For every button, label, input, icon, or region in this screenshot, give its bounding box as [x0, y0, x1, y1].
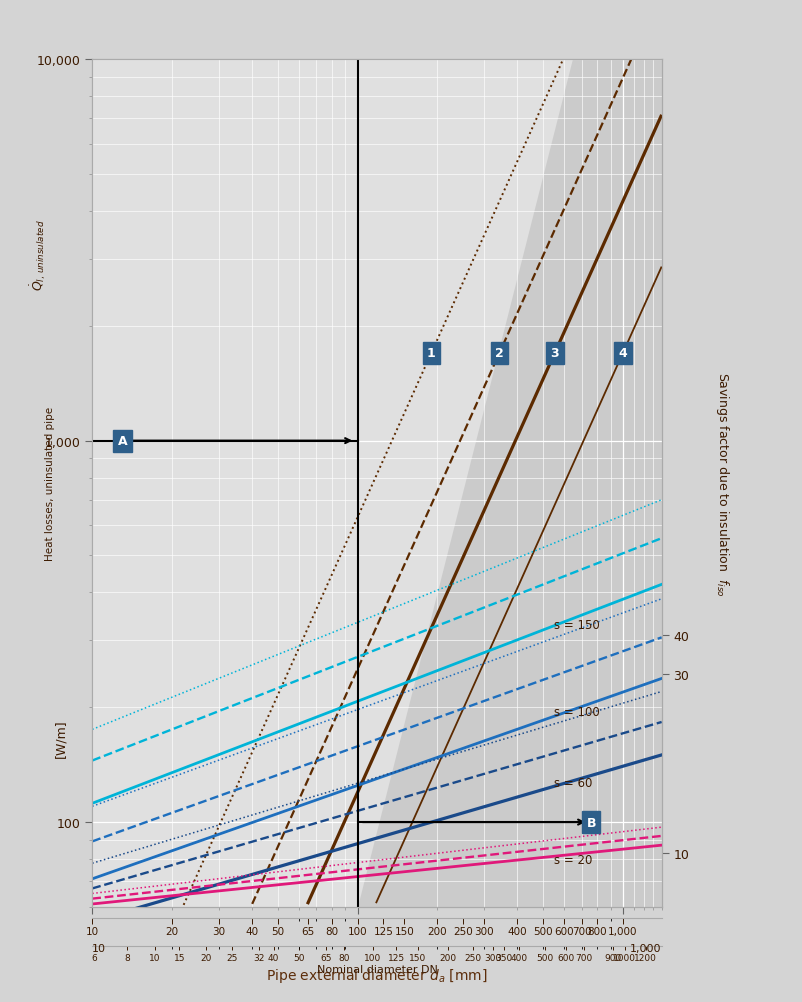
Text: 10: 10 [92, 943, 106, 953]
Text: 3: 3 [550, 347, 559, 360]
X-axis label: Pipe external diameter $d_a$ [mm]: Pipe external diameter $d_a$ [mm] [266, 967, 488, 984]
Text: s = 150: s = 150 [554, 618, 600, 631]
Text: 1,000: 1,000 [630, 943, 662, 953]
Text: s = 20: s = 20 [554, 853, 593, 866]
Y-axis label: Savings factor due to insulation  $f_{iso}$: Savings factor due to insulation $f_{iso… [715, 372, 731, 595]
Text: s = 60: s = 60 [554, 777, 593, 790]
Text: s = 100: s = 100 [554, 705, 600, 718]
Text: [W/m]: [W/m] [55, 718, 67, 757]
Text: 2: 2 [495, 347, 504, 360]
Text: $\dot{Q}_{l, \,uninsulated}$: $\dot{Q}_{l, \,uninsulated}$ [28, 219, 48, 291]
Polygon shape [358, 60, 662, 907]
Text: B: B [586, 816, 596, 829]
Text: 4: 4 [618, 347, 627, 360]
X-axis label: Nominal diameter DN: Nominal diameter DN [317, 964, 437, 974]
Text: 1: 1 [427, 347, 435, 360]
Text: A: A [118, 435, 128, 448]
Text: Heat losses, uninsulated pipe: Heat losses, uninsulated pipe [45, 407, 55, 560]
